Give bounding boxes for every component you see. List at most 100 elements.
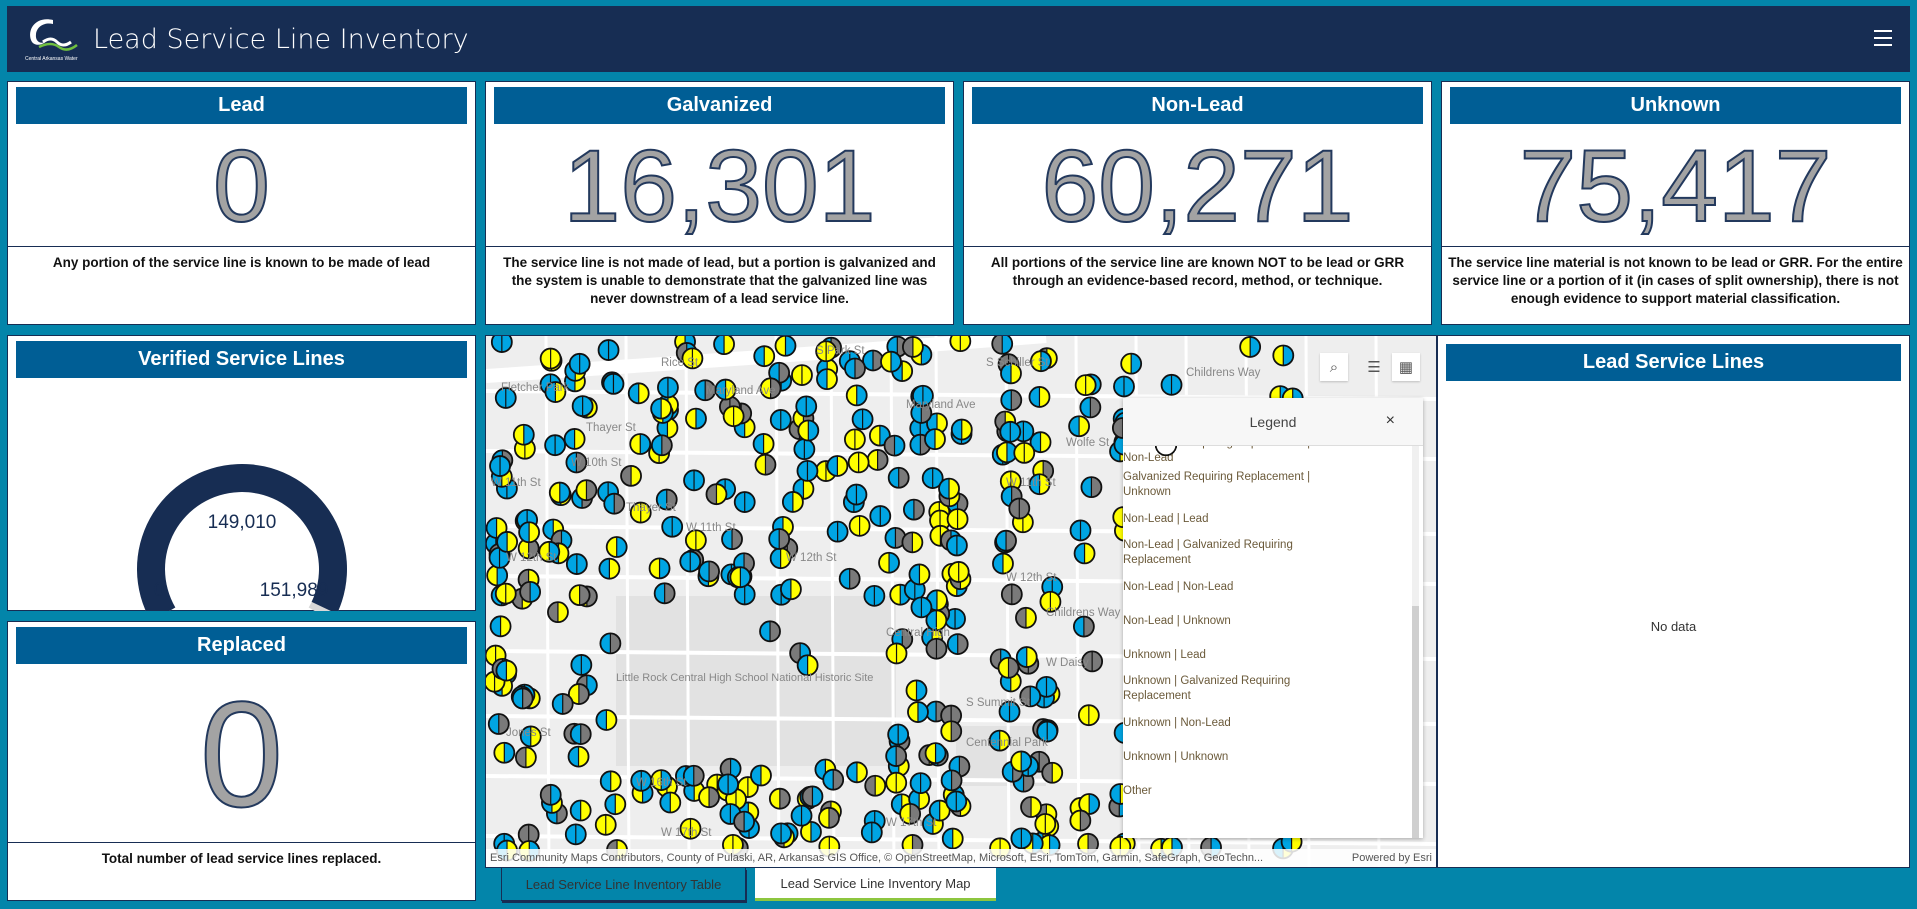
service-line-point[interactable] (1113, 375, 1135, 398)
service-line-point[interactable] (519, 580, 542, 603)
service-line-point[interactable] (991, 336, 1014, 355)
service-line-point[interactable] (910, 596, 933, 619)
service-line-point[interactable] (818, 806, 840, 829)
service-line-point[interactable] (650, 769, 673, 792)
service-line-point[interactable] (538, 540, 561, 563)
service-line-point[interactable] (490, 336, 513, 353)
service-line-point[interactable] (912, 384, 934, 407)
close-icon[interactable]: × (1385, 412, 1395, 429)
service-line-point[interactable] (863, 584, 886, 607)
service-line-point[interactable] (569, 723, 592, 745)
service-line-point[interactable] (940, 769, 963, 792)
service-line-point[interactable] (495, 659, 518, 682)
service-line-point[interactable] (998, 700, 1021, 723)
service-line-point[interactable] (848, 514, 871, 537)
service-line-point[interactable] (653, 582, 676, 605)
service-line-point[interactable] (1239, 336, 1262, 358)
service-line-point[interactable] (1077, 832, 1099, 855)
service-line-point[interactable] (750, 764, 772, 787)
service-line-point[interactable] (925, 637, 948, 660)
service-line-point[interactable] (548, 481, 571, 504)
service-line-map[interactable]: Fletcher Park Maryland Ave Maryland Ave Tha… (485, 335, 1437, 868)
service-line-point[interactable] (1079, 396, 1102, 419)
basemap-gallery-icon[interactable]: ▦ (1392, 353, 1420, 381)
service-line-point[interactable] (945, 534, 968, 557)
service-line-point[interactable] (705, 483, 728, 506)
service-line-point[interactable] (768, 787, 791, 810)
service-line-point[interactable] (759, 620, 781, 643)
service-line-point[interactable] (1069, 809, 1092, 832)
service-line-point[interactable] (539, 783, 562, 806)
service-line-point[interactable] (793, 438, 816, 461)
service-line-point[interactable] (753, 345, 776, 368)
service-line-point[interactable] (571, 395, 594, 418)
service-line-point[interactable] (539, 347, 562, 370)
service-line-point[interactable] (1013, 441, 1036, 464)
service-line-point[interactable] (910, 402, 933, 424)
service-line-point[interactable] (594, 813, 617, 836)
service-line-point[interactable] (514, 746, 537, 769)
service-line-point[interactable] (494, 582, 517, 605)
legend-list-icon[interactable]: ☰ (1367, 359, 1381, 376)
tab-inventory-map[interactable]: Lead Service Line Inventory Map (755, 868, 996, 901)
service-line-point[interactable] (489, 455, 511, 477)
service-line-point[interactable] (1029, 431, 1052, 454)
service-line-point[interactable] (992, 552, 1014, 575)
service-line-point[interactable] (901, 531, 924, 554)
service-line-point[interactable] (489, 615, 512, 638)
service-line-point[interactable] (902, 336, 924, 358)
service-line-point[interactable] (941, 827, 964, 850)
service-line-point[interactable] (797, 419, 820, 442)
service-line-point[interactable] (597, 339, 620, 361)
service-line-point[interactable] (1000, 583, 1023, 606)
service-line-point[interactable] (826, 455, 849, 477)
service-line-point[interactable] (570, 654, 593, 676)
service-line-point[interactable] (940, 720, 963, 743)
service-line-point[interactable] (661, 515, 684, 538)
service-line-point[interactable] (1000, 362, 1022, 385)
service-line-point[interactable] (846, 761, 868, 784)
service-line-point[interactable] (801, 785, 824, 808)
service-line-point[interactable] (950, 418, 973, 441)
service-line-point[interactable] (722, 405, 745, 428)
hamburger-icon[interactable] (1874, 30, 1892, 46)
tab-inventory-table[interactable]: Lead Service Line Inventory Table (501, 868, 746, 901)
service-line-point[interactable] (908, 563, 931, 586)
service-line-point[interactable] (1008, 497, 1031, 520)
service-line-point[interactable] (544, 434, 566, 457)
service-line-point[interactable] (869, 505, 892, 527)
service-line-point[interactable] (599, 770, 622, 793)
service-line-point[interactable] (565, 553, 588, 575)
legend-scrollbar[interactable] (1412, 446, 1419, 838)
service-line-point[interactable] (1010, 750, 1033, 773)
service-line-point[interactable] (1019, 685, 1042, 708)
service-line-point[interactable] (713, 336, 735, 356)
service-line-point[interactable] (629, 433, 652, 455)
service-line-point[interactable] (655, 488, 678, 511)
service-line-point[interactable] (684, 529, 707, 552)
service-line-point[interactable] (851, 408, 874, 431)
service-line-point[interactable] (1078, 793, 1101, 815)
service-line-point[interactable] (517, 823, 540, 846)
service-line-point[interactable] (733, 810, 756, 833)
service-line-point[interactable] (924, 428, 946, 451)
service-line-point[interactable] (603, 492, 626, 515)
service-line-point[interactable] (844, 428, 866, 451)
service-line-point[interactable] (1010, 827, 1033, 850)
service-line-point[interactable] (845, 483, 868, 506)
service-line-point[interactable] (796, 459, 819, 482)
service-line-point[interactable] (679, 817, 702, 840)
service-line-point[interactable] (1160, 373, 1183, 396)
service-line-point[interactable] (563, 428, 586, 450)
service-line-point[interactable] (595, 709, 618, 731)
service-line-point[interactable] (769, 409, 792, 431)
service-line-point[interactable] (659, 791, 682, 814)
service-line-point[interactable] (1015, 646, 1038, 668)
service-line-point[interactable] (770, 822, 792, 845)
service-line-point[interactable] (1041, 761, 1064, 784)
service-line-point[interactable] (551, 693, 574, 715)
service-line-point[interactable] (518, 521, 541, 544)
service-line-point[interactable] (862, 349, 884, 372)
service-line-point[interactable] (1120, 352, 1143, 375)
service-line-point[interactable] (816, 368, 838, 391)
